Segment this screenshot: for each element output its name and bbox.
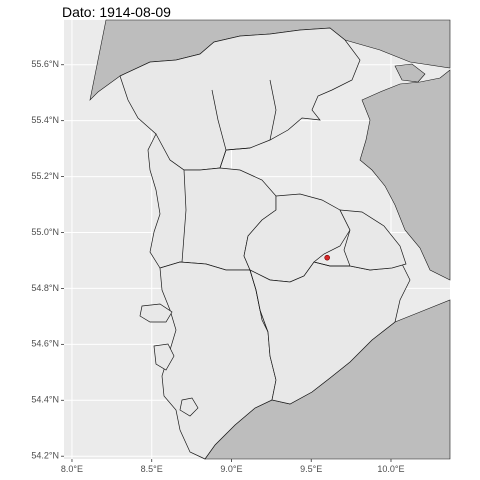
y-tick-label-7: 54.2°N	[31, 451, 59, 461]
x-tick-label-2: 9.0°E	[220, 464, 242, 474]
location-marker[interactable]	[324, 254, 330, 261]
y-tick-label-2: 55.2°N	[31, 171, 59, 181]
y-tick-label-4: 54.8°N	[31, 283, 59, 293]
y-tick-label-3: 55.0°N	[31, 227, 59, 237]
island-fano	[153, 343, 175, 371]
regions	[119, 27, 411, 460]
island-mando	[179, 397, 199, 417]
x-tick-label-3: 9.5°E	[300, 464, 322, 474]
island-north	[394, 63, 426, 83]
island-als	[339, 209, 407, 271]
y-tick-label-0: 55.6°N	[31, 59, 59, 69]
island-romo	[139, 303, 173, 323]
y-axis: 55.6°N 55.4°N 55.2°N 55.0°N 54.8°N 54.6°N 54.4…	[31, 59, 64, 461]
region-borders	[181, 79, 350, 333]
x-tick-label-1: 8.5°E	[141, 464, 163, 474]
foreign-land	[89, 19, 451, 460]
land-east-fyn	[359, 69, 451, 281]
x-axis: 8.0°E 8.5°E 9.0°E 9.5°E 10.0°E	[61, 459, 405, 474]
x-tick-label-0: 8.0°E	[61, 464, 83, 474]
map-title: Dato: 1914-08-09	[62, 4, 171, 20]
x-tick-label-4: 10.0°E	[377, 464, 404, 474]
y-tick-label-6: 54.4°N	[31, 395, 59, 405]
y-tick-label-5: 54.6°N	[31, 339, 59, 349]
y-tick-label-1: 55.4°N	[31, 115, 59, 125]
